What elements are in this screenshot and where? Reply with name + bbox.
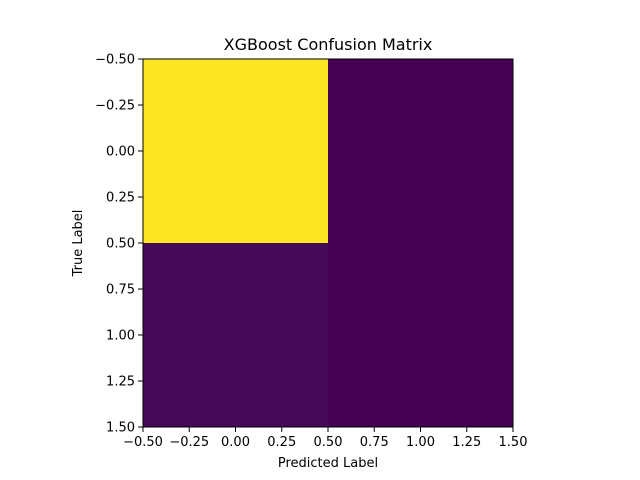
y-tick-label: 0.50 (106, 237, 135, 252)
x-tick-label: 1.00 (406, 435, 435, 450)
x-tick-label: 0.25 (267, 435, 296, 450)
y-tick-label: 1.50 (106, 421, 135, 436)
x-tick-label: −0.50 (123, 435, 163, 450)
y-tick-label: 1.25 (106, 375, 135, 390)
y-tick-label: −0.25 (95, 99, 135, 114)
chart-title: XGBoost Confusion Matrix (224, 35, 433, 54)
x-axis-title: Predicted Label (278, 456, 378, 471)
x-tick-label: 0.00 (221, 435, 250, 450)
y-axis-title: True Label (71, 210, 86, 278)
x-tick-label: −0.25 (169, 435, 209, 450)
heatmap-cell-1-1 (328, 243, 513, 427)
x-tick-label: 0.75 (360, 435, 389, 450)
y-tick-label: 0.75 (106, 283, 135, 298)
heatmap-cells (143, 59, 513, 427)
y-axis: −0.50 −0.25 0.00 0.25 0.50 0.75 1.00 1.25 1.50 (95, 53, 143, 436)
heatmap-cell-0-1 (328, 59, 513, 243)
y-tick-label: 0.25 (106, 191, 135, 206)
heatmap-cell-0-0 (143, 59, 328, 243)
y-tick-label: 1.00 (106, 329, 135, 344)
heatmap-cell-1-0 (143, 243, 328, 427)
x-tick-label: 1.25 (452, 435, 481, 450)
x-tick-label: 0.50 (314, 435, 343, 450)
x-axis: −0.50 −0.25 0.00 0.25 0.50 0.75 1.00 1.25 1.50 (123, 427, 527, 450)
x-tick-label: 1.50 (499, 435, 528, 450)
y-tick-label: 0.00 (106, 145, 135, 160)
y-tick-label: −0.50 (95, 53, 135, 68)
